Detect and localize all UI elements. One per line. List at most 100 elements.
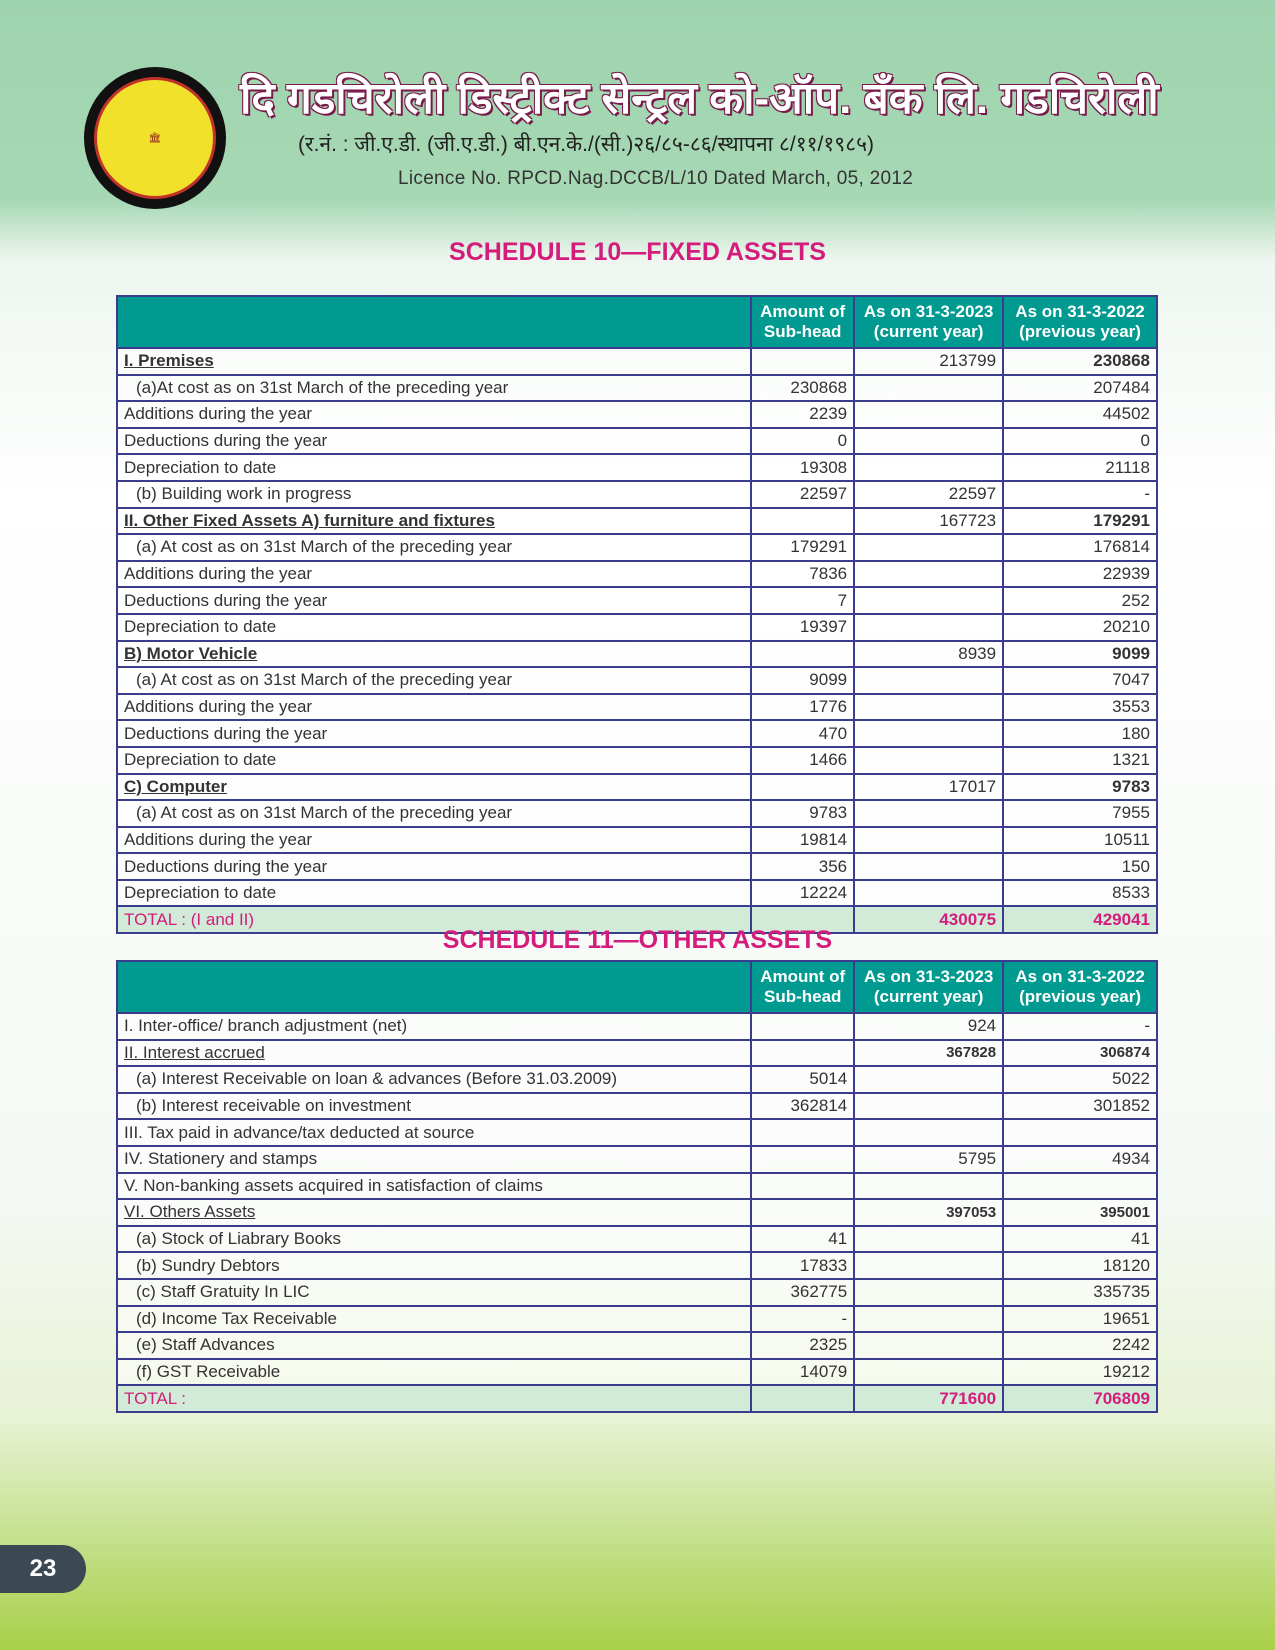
current-year: [853, 373, 1005, 403]
previous-year: 207484: [1002, 373, 1158, 403]
row-label: V. Non-banking assets acquired in satisf…: [115, 1171, 753, 1201]
current-year: [853, 1357, 1005, 1387]
current-year: 771600: [853, 1384, 1005, 1413]
table-row: Deductions during the year 470 180: [115, 719, 1158, 748]
table-row: Deductions during the year 0 0: [115, 426, 1158, 456]
current-year: [853, 825, 1005, 855]
current-year: [853, 1277, 1005, 1307]
amount-subhead: [750, 772, 856, 802]
schedule-11-title: SCHEDULE 11—OTHER ASSETS: [442, 926, 833, 954]
current-year: [853, 426, 1005, 456]
row-label: VI. Others Assets: [115, 1198, 753, 1227]
row-label: IV. Stationery and stamps: [115, 1144, 753, 1174]
current-year: 167723: [853, 506, 1005, 536]
amount-subhead: 41: [750, 1224, 856, 1254]
header-blank: [115, 295, 753, 349]
table-row: IV. Stationery and stamps 5795 4934: [115, 1144, 1158, 1174]
current-year: 17017: [853, 772, 1005, 802]
amount-subhead: [750, 1171, 856, 1201]
current-year: [853, 852, 1005, 881]
previous-year: 21118: [1002, 453, 1158, 482]
previous-year: 301852: [1002, 1091, 1158, 1121]
amount-subhead: [750, 506, 856, 536]
table-row: (a) Interest Receivable on loan & advanc…: [115, 1065, 1158, 1094]
table-row: Additions during the year 19814 10511: [115, 825, 1158, 855]
current-year: [853, 799, 1005, 828]
amount-subhead: [750, 1144, 856, 1174]
previous-year: 306874: [1002, 1038, 1158, 1068]
row-label: TOTAL :: [115, 1384, 753, 1413]
current-year: [853, 453, 1005, 482]
amount-subhead: 19814: [750, 825, 856, 855]
row-label: (e) Staff Advances: [115, 1331, 753, 1360]
header-line: (current year): [873, 987, 984, 1006]
current-year: [853, 1331, 1005, 1360]
schedule-10-title: SCHEDULE 10—FIXED ASSETS: [449, 238, 826, 266]
previous-year: 0: [1002, 426, 1158, 456]
header-line: (previous year): [1019, 987, 1141, 1006]
row-label: (a) At cost as on 31st March of the prec…: [115, 799, 753, 828]
amount-subhead: 230868: [750, 373, 856, 403]
amount-subhead: [750, 905, 856, 935]
previous-year: 44502: [1002, 400, 1158, 429]
bank-logo: 🏛: [84, 67, 226, 209]
row-label: (d) Income Tax Receivable: [115, 1304, 753, 1334]
row-label: (f) GST Receivable: [115, 1357, 753, 1387]
licence-number: Licence No. RPCD.Nag.DCCB/L/10 Dated Mar…: [398, 168, 914, 189]
table-row: TOTAL : 771600 706809: [115, 1384, 1158, 1413]
previous-year: 19212: [1002, 1357, 1158, 1387]
row-label: III. Tax paid in advance/tax deducted at…: [115, 1118, 753, 1147]
row-label: Depreciation to date: [115, 612, 753, 642]
current-year: [853, 1224, 1005, 1254]
current-year: [853, 1304, 1005, 1334]
current-year: [853, 559, 1005, 589]
row-label: I. Premises: [115, 347, 753, 376]
table-row: Deductions during the year 356 150: [115, 852, 1158, 881]
row-label: Deductions during the year: [115, 586, 753, 615]
amount-subhead: 362814: [750, 1091, 856, 1121]
row-label: (c) Staff Gratuity In LIC: [115, 1277, 753, 1307]
amount-subhead: [750, 1384, 856, 1413]
row-label: (b) Sundry Debtors: [115, 1251, 753, 1280]
header-line: Amount of: [760, 967, 846, 986]
amount-subhead: -: [750, 1304, 856, 1334]
table-header: Amount of Sub-head As on 31-3-2023 (current…: [115, 295, 1158, 349]
page-number: 23: [0, 1545, 86, 1593]
amount-subhead: [750, 1012, 856, 1041]
table-row: Additions during the year 7836 22939: [115, 559, 1158, 589]
amount-subhead: [750, 1038, 856, 1068]
table-row: Deductions during the year 7 252: [115, 586, 1158, 615]
previous-year: 20210: [1002, 612, 1158, 642]
amount-subhead: 2325: [750, 1331, 856, 1360]
previous-year: 5022: [1002, 1065, 1158, 1094]
row-label: (b) Interest receivable on investment: [115, 1091, 753, 1121]
row-label: (b) Building work in progress: [115, 479, 753, 509]
previous-year: 150: [1002, 852, 1158, 881]
table-row: (f) GST Receivable 14079 19212: [115, 1357, 1158, 1387]
amount-subhead: [750, 347, 856, 376]
table-row: Depreciation to date 19397 20210: [115, 612, 1158, 642]
row-label: II. Interest accrued: [115, 1038, 753, 1068]
current-year: [853, 1091, 1005, 1121]
current-year: [853, 745, 1005, 775]
amount-subhead: 19397: [750, 612, 856, 642]
row-label: Deductions during the year: [115, 719, 753, 748]
row-label: I. Inter-office/ branch adjustment (net): [115, 1012, 753, 1041]
current-year: [853, 586, 1005, 615]
previous-year: 176814: [1002, 533, 1158, 562]
amount-subhead: 356: [750, 852, 856, 881]
current-year: [853, 719, 1005, 748]
current-year: 397053: [853, 1198, 1005, 1227]
row-label: II. Other Fixed Assets A) furniture and …: [115, 506, 753, 536]
current-year: [853, 533, 1005, 562]
table-row: (a)At cost as on 31st March of the prece…: [115, 373, 1158, 403]
amount-subhead: 2239: [750, 400, 856, 429]
header-line: As on 31-3-2022: [1015, 967, 1145, 986]
row-label: Additions during the year: [115, 692, 753, 722]
previous-year: 252: [1002, 586, 1158, 615]
header-cur: As on 31-3-2023 (current year): [853, 960, 1005, 1014]
current-year: 367828: [853, 1038, 1005, 1068]
header-line: Sub-head: [764, 987, 842, 1006]
row-label: TOTAL : (I and II): [115, 905, 753, 935]
previous-year: [1002, 1171, 1158, 1201]
